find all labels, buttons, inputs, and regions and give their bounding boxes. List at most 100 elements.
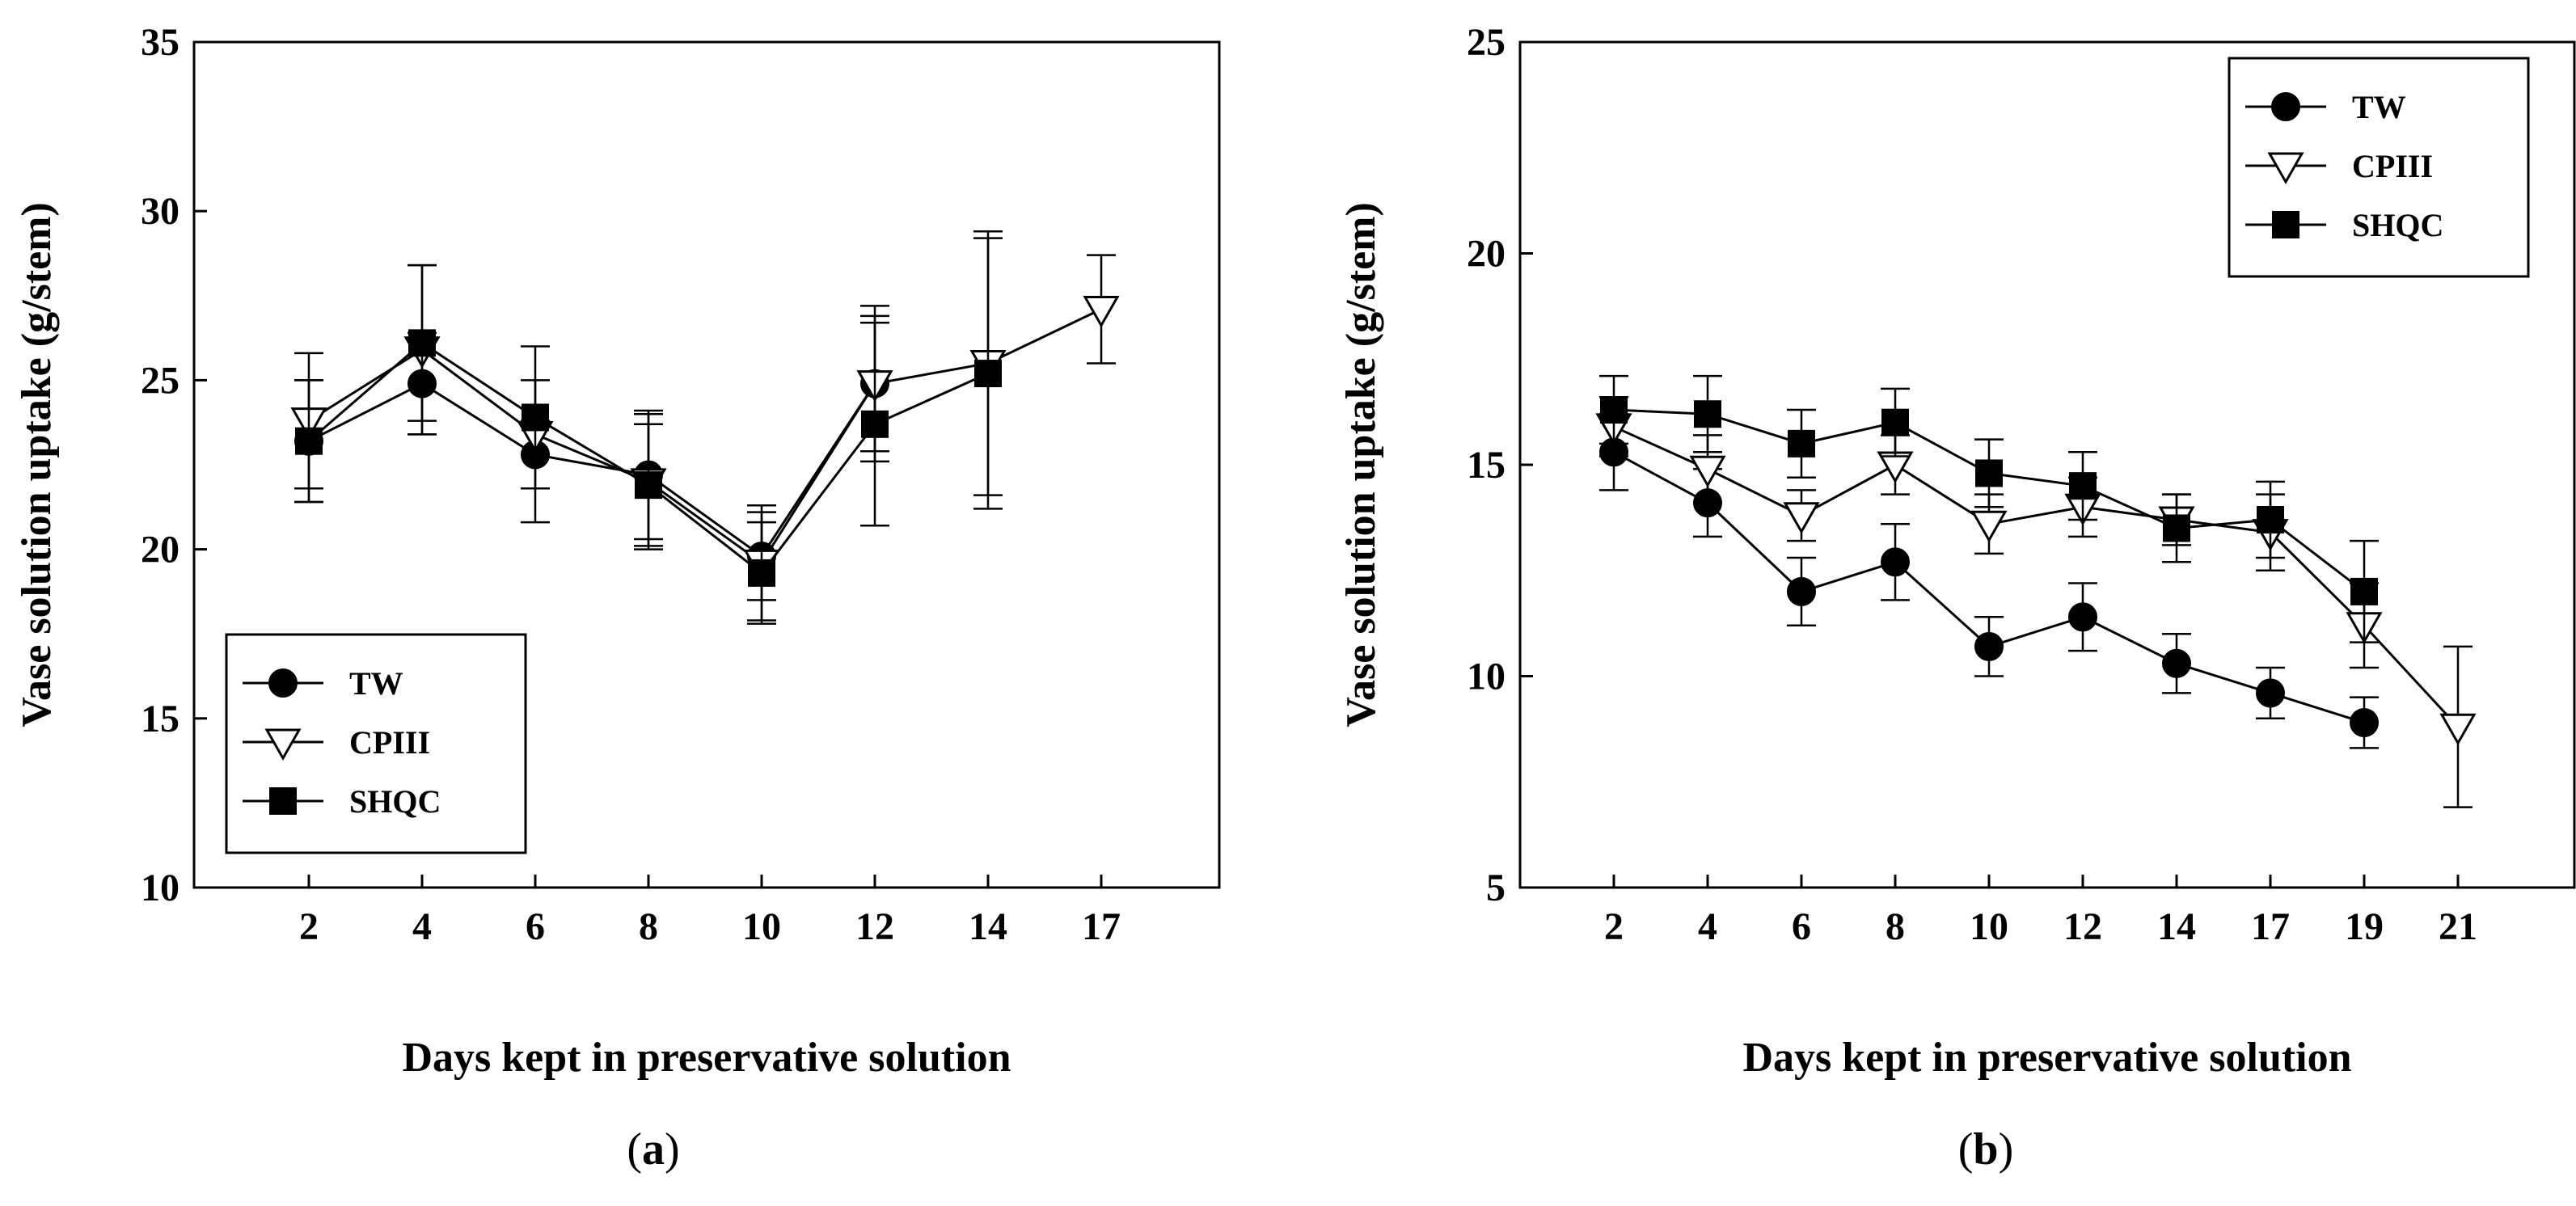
y-axis-label-a: Vase solution uptake (g/stem) xyxy=(14,202,60,727)
y-tick-label: 30 xyxy=(141,190,179,233)
data-point xyxy=(1881,547,1910,577)
panel-a-caption: (a) xyxy=(627,1124,679,1174)
x-axis-b: 2 4 6 8 10 12 14 17 19 21 xyxy=(1604,875,2477,948)
data-point xyxy=(295,427,323,455)
legend-marker xyxy=(269,787,297,815)
x-tick-label: 19 xyxy=(2345,905,2384,948)
x-tick-label: 6 xyxy=(1792,905,1811,948)
data-point xyxy=(861,410,889,438)
data-point xyxy=(522,403,549,432)
x-tick-label: 12 xyxy=(2063,905,2102,948)
data-point xyxy=(2439,713,2477,746)
x-tick-label: 2 xyxy=(299,905,319,948)
legend-label: SHQC xyxy=(2352,207,2443,243)
legend-b: TW CPIII SHQC xyxy=(2228,57,2530,278)
y-tick-label: 25 xyxy=(141,359,179,402)
x-tick-label: 8 xyxy=(1886,905,1905,948)
x-tick-label: 6 xyxy=(526,905,545,948)
legend-item-tw: TW xyxy=(243,665,403,702)
y-tick-label: 15 xyxy=(141,698,179,740)
data-point xyxy=(1975,459,2003,487)
data-point xyxy=(1694,400,1721,428)
data-point xyxy=(2069,472,2097,500)
data-point xyxy=(1881,408,1909,436)
data-point xyxy=(2162,648,2191,678)
data-point xyxy=(1970,510,2008,543)
y-tick-label: 20 xyxy=(141,529,179,571)
data-point xyxy=(974,360,1002,388)
legend-label: CPIII xyxy=(2352,148,2433,184)
data-point xyxy=(635,471,662,500)
legend-item-shqc: SHQC xyxy=(2245,207,2443,243)
legend-label: SHQC xyxy=(349,783,441,820)
x-tick-label: 8 xyxy=(639,905,658,948)
series-group-a xyxy=(290,230,1120,625)
panel-b-caption: (b) xyxy=(1958,1124,2013,1174)
x-tick-label: 2 xyxy=(1604,905,1624,948)
legend-marker xyxy=(2267,152,2304,185)
series-cpiii xyxy=(1595,396,2477,808)
x-tick-label: 21 xyxy=(2439,905,2477,948)
data-point xyxy=(2068,602,2097,632)
data-point xyxy=(2256,678,2285,708)
data-point xyxy=(1783,502,1820,534)
chart-panel-b: 5 10 15 20 25 2 4 6 8 10 12 14 17 19 21 Days kept in … xyxy=(1338,21,2576,1174)
data-point xyxy=(2350,577,2378,605)
series-shqc xyxy=(294,237,1003,625)
chart-panel-a: 10 15 20 25 30 35 2 4 6 8 10 12 14 17 Days kept in p… xyxy=(14,21,1221,1174)
series-line xyxy=(1613,425,2460,728)
legend-label: TW xyxy=(349,665,403,702)
series-group-b xyxy=(1595,374,2477,808)
x-tick-label: 14 xyxy=(2157,905,2196,948)
y-axis-a: 10 15 20 25 30 35 xyxy=(141,21,207,909)
data-point xyxy=(748,559,775,587)
series-shqc xyxy=(1599,374,2379,643)
x-tick-label: 4 xyxy=(1698,905,1717,948)
x-axis-label-b: Days kept in preservative solution xyxy=(1742,1035,2351,1081)
series-line xyxy=(308,382,876,559)
y-tick-label: 25 xyxy=(1467,21,1505,64)
data-point xyxy=(2257,505,2284,533)
legend-item-tw: TW xyxy=(2245,89,2406,125)
y-tick-label: 15 xyxy=(1467,444,1505,487)
data-point xyxy=(2163,514,2190,542)
data-point xyxy=(1083,296,1120,328)
y-axis-label-b: Vase solution uptake (g/stem) xyxy=(1338,202,1384,727)
x-tick-label: 10 xyxy=(742,905,781,948)
legend-marker xyxy=(264,728,302,761)
y-tick-label: 35 xyxy=(141,21,179,64)
legend-label: CPIII xyxy=(349,724,430,761)
legend-item-cpiii: CPIII xyxy=(2245,148,2433,185)
x-tick-label: 4 xyxy=(412,905,432,948)
y-tick-label: 5 xyxy=(1486,867,1505,909)
legend-item-cpiii: CPIII xyxy=(243,724,430,761)
y-tick-label: 10 xyxy=(141,867,179,909)
x-tick-label: 17 xyxy=(1082,905,1121,948)
legend-marker xyxy=(268,668,298,698)
series-line xyxy=(308,308,1102,565)
y-tick-label: 20 xyxy=(1467,233,1505,276)
x-axis-a: 2 4 6 8 10 12 14 17 xyxy=(299,875,1121,948)
x-axis-label-a: Days kept in preservative solution xyxy=(402,1035,1011,1081)
legend-item-shqc: SHQC xyxy=(243,783,441,820)
data-point xyxy=(2350,708,2379,738)
y-tick-label: 10 xyxy=(1467,656,1505,698)
legend-marker xyxy=(2271,92,2300,121)
legend-marker xyxy=(2272,211,2299,238)
series-cpiii xyxy=(290,230,1120,622)
data-point xyxy=(1787,576,1816,606)
data-point xyxy=(1689,455,1726,488)
plot-frame-a xyxy=(192,40,1221,889)
data-point xyxy=(1788,429,1815,458)
legend-label: TW xyxy=(2352,89,2406,125)
legend-a: TW CPIII SHQC xyxy=(225,633,527,854)
y-axis-b: 5 10 15 20 25 xyxy=(1467,21,1533,909)
data-point xyxy=(1600,396,1628,424)
data-point xyxy=(1974,631,2004,661)
x-tick-label: 10 xyxy=(1970,905,2008,948)
x-tick-label: 14 xyxy=(969,905,1007,948)
x-tick-label: 17 xyxy=(2251,905,2290,948)
data-point xyxy=(408,329,436,357)
x-tick-label: 12 xyxy=(855,905,894,948)
